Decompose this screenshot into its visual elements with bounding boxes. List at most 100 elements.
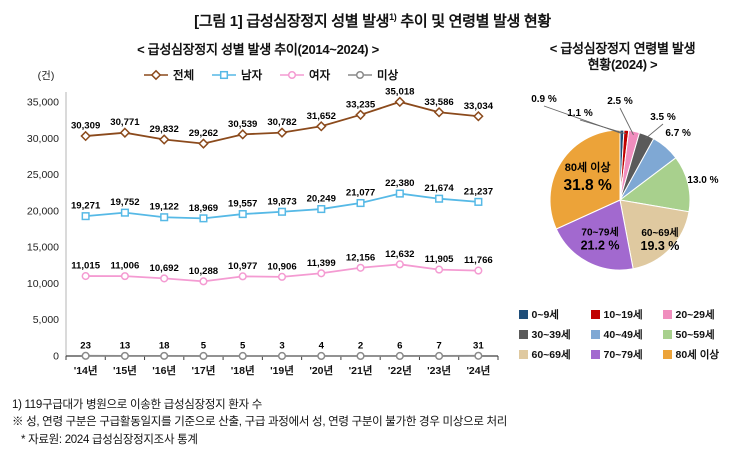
svg-text:6.7 %: 6.7 % xyxy=(665,127,691,138)
svg-text:70~79세: 70~79세 xyxy=(581,225,618,238)
svg-text:'14년: '14년 xyxy=(74,364,98,377)
svg-text:'24년: '24년 xyxy=(466,364,490,377)
line-chart-panel: < 급성심장정지 성별 발생 추이(2014~2024) > 0 5,000 10,… xyxy=(8,39,508,395)
pie-chart-title-line2: 현황(2024) > xyxy=(587,57,658,73)
svg-text:15,000: 15,000 xyxy=(27,242,59,254)
legend-swatch xyxy=(590,329,600,339)
svg-text:'22년: '22년 xyxy=(388,364,412,377)
legend-label: 70~79세 xyxy=(603,348,643,361)
svg-text:21.2 %: 21.2 % xyxy=(581,238,620,252)
footnote-source: * 자료원: 2024 급성심장정지조사 통계 xyxy=(21,433,198,446)
legend-swatch xyxy=(662,309,672,319)
svg-text:12,632: 12,632 xyxy=(385,249,414,260)
pie-legend-item: 60~69세 xyxy=(518,347,583,362)
svg-text:23: 23 xyxy=(80,340,91,351)
svg-text:'18년: '18년 xyxy=(231,364,255,377)
line-chart: 0 5,000 10,000 15,000 20,000 25,000 30,000 35,0… xyxy=(27,68,499,377)
charts-row: < 급성심장정지 성별 발생 추이(2014~2024) > 0 5,000 10,… xyxy=(8,39,737,395)
pie-legend-item: 50~59세 xyxy=(662,327,727,342)
svg-text:여자: 여자 xyxy=(309,68,331,82)
svg-text:21,077: 21,077 xyxy=(346,188,375,199)
svg-text:80세 이상: 80세 이상 xyxy=(565,160,611,174)
figure-title: [그림 1] 급성심장정지 성별 발생1) 추이 및 연령별 발생 현황 xyxy=(8,10,737,31)
legend-label: 10~19세 xyxy=(603,308,643,321)
pie-chart-panel: < 급성심장정지 연령별 발생 현황(2024) > 0.9 % 1.1 % 2.5… xyxy=(508,39,737,362)
footnote-1: 1) 119구급대가 병원으로 이송한 급성심장정지 환자 수 xyxy=(12,399,263,411)
svg-text:0.9 %: 0.9 % xyxy=(531,94,557,105)
legend-label: 60~69세 xyxy=(531,348,571,361)
legend-swatch xyxy=(518,329,528,339)
svg-text:30,000: 30,000 xyxy=(27,133,59,145)
pie-chart: 0.9 % 1.1 % 2.5 % 3.5 % 6.7 % 13.0 % 60~69세19.… xyxy=(531,94,719,270)
svg-text:20,249: 20,249 xyxy=(307,194,336,205)
svg-text:18: 18 xyxy=(159,340,170,351)
svg-text:5: 5 xyxy=(240,340,246,351)
svg-text:18,969: 18,969 xyxy=(189,203,218,214)
svg-text:3: 3 xyxy=(279,340,284,351)
svg-text:30,782: 30,782 xyxy=(267,117,296,128)
pie-legend-item: 30~39세 xyxy=(518,327,583,342)
svg-text:2: 2 xyxy=(358,340,363,351)
pie-legend-item: 80세 이상 xyxy=(662,347,727,362)
svg-text:'19년: '19년 xyxy=(270,364,294,377)
svg-text:29,262: 29,262 xyxy=(189,128,218,139)
legend-label: 80세 이상 xyxy=(675,348,720,361)
legend-swatch xyxy=(662,329,672,339)
pie-legend-item: 40~49세 xyxy=(590,327,655,342)
svg-text:7: 7 xyxy=(436,340,441,351)
report-figure: [그림 1] 급성심장정지 성별 발생1) 추이 및 연령별 발생 현황 < 급… xyxy=(8,10,737,449)
legend-label: 30~39세 xyxy=(531,328,571,341)
svg-text:13: 13 xyxy=(120,340,131,351)
svg-text:35,018: 35,018 xyxy=(385,86,415,97)
svg-text:22,380: 22,380 xyxy=(385,178,414,189)
svg-text:60~69세: 60~69세 xyxy=(641,226,678,239)
svg-text:30,539: 30,539 xyxy=(228,119,257,130)
svg-text:5: 5 xyxy=(201,340,207,351)
svg-text:미상: 미상 xyxy=(377,68,399,82)
svg-text:3.5 %: 3.5 % xyxy=(650,112,676,123)
svg-text:11,766: 11,766 xyxy=(464,255,493,266)
svg-text:21,237: 21,237 xyxy=(464,186,493,197)
svg-text:10,906: 10,906 xyxy=(267,261,296,272)
legend-swatch xyxy=(518,309,528,319)
pie-legend-item: 10~19세 xyxy=(590,307,655,322)
svg-text:6: 6 xyxy=(397,340,402,351)
svg-text:2.5 %: 2.5 % xyxy=(607,96,633,107)
svg-text:13.0 %: 13.0 % xyxy=(687,174,718,185)
svg-text:'20년: '20년 xyxy=(309,364,333,377)
svg-text:5,000: 5,000 xyxy=(33,314,59,326)
svg-text:31,652: 31,652 xyxy=(307,111,336,122)
svg-text:11,399: 11,399 xyxy=(307,258,336,269)
svg-text:0: 0 xyxy=(53,351,59,363)
title-superscript: 1) xyxy=(389,12,397,22)
pie-chart-title-line1: < 급성심장정지 연령별 발생 xyxy=(549,41,696,56)
legend-swatch xyxy=(590,349,600,359)
svg-text:'15년: '15년 xyxy=(113,364,137,377)
svg-text:21,674: 21,674 xyxy=(424,183,454,194)
svg-text:11,015: 11,015 xyxy=(71,261,100,272)
svg-text:19,752: 19,752 xyxy=(110,197,139,208)
pie-legend-item: 0~9세 xyxy=(518,307,583,322)
footnotes: 1) 119구급대가 병원으로 이송한 급성심장정지 환자 수 ※ 성, 연령 … xyxy=(8,397,737,449)
svg-text:33,586: 33,586 xyxy=(424,97,453,108)
svg-text:31: 31 xyxy=(473,340,484,351)
svg-text:11,006: 11,006 xyxy=(110,261,139,272)
svg-text:'16년: '16년 xyxy=(152,364,176,377)
svg-text:12,156: 12,156 xyxy=(346,252,375,263)
svg-text:11,905: 11,905 xyxy=(425,254,454,265)
pie-chart-title: < 급성심장정지 연령별 발생 현황(2024) > xyxy=(508,41,737,74)
svg-text:10,692: 10,692 xyxy=(150,263,179,274)
svg-text:10,288: 10,288 xyxy=(189,266,219,277)
figure-title-suffix: 추이 및 연령별 발생 현황 xyxy=(396,13,551,30)
svg-text:19,271: 19,271 xyxy=(71,201,101,212)
pie-legend-item: 20~29세 xyxy=(662,307,727,322)
svg-text:10,000: 10,000 xyxy=(27,278,59,290)
figure-title-text: [그림 1] 급성심장정지 성별 발생 xyxy=(194,13,390,30)
legend-label: 50~59세 xyxy=(675,328,715,341)
legend-swatch xyxy=(662,349,672,359)
pie-legend-item: 70~79세 xyxy=(590,347,655,362)
legend-label: 20~29세 xyxy=(675,308,715,321)
svg-text:남자: 남자 xyxy=(241,68,263,82)
svg-text:4: 4 xyxy=(319,340,325,351)
footnote-2: ※ 성, 연령 구분은 구급활동일지를 기준으로 산출, 구급 과정에서 성, … xyxy=(12,416,508,429)
